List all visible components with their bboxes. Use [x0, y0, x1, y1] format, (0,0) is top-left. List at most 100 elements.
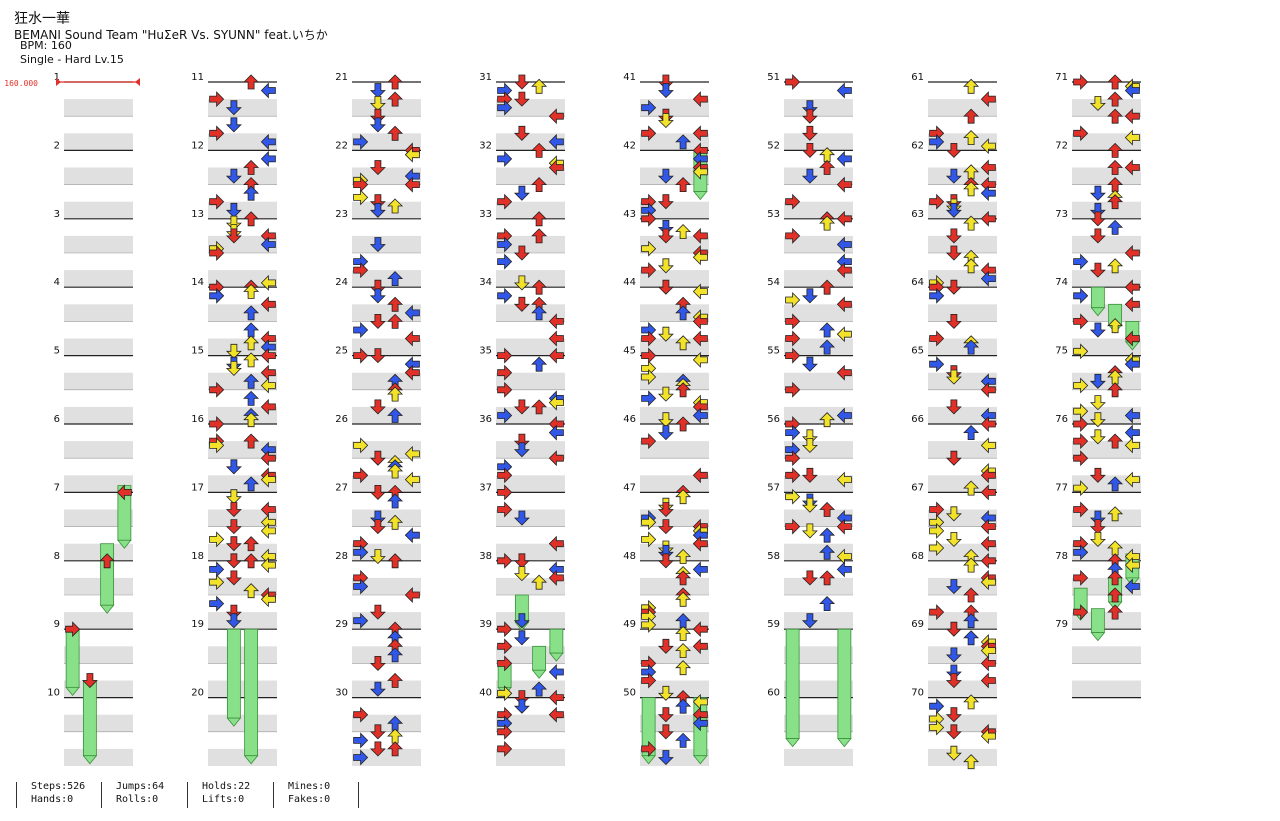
step-arrow: [963, 258, 980, 274]
step-arrow: [785, 347, 801, 364]
step-arrow: [387, 91, 404, 107]
step-arrow: [369, 519, 386, 535]
step-arrow: [963, 215, 980, 231]
step-arrow: [945, 369, 962, 385]
step-arrow: [513, 566, 530, 582]
step-arrow: [1073, 74, 1089, 90]
step-arrow: [243, 335, 260, 351]
measure-number: 17: [191, 482, 204, 493]
step-arrow: [225, 100, 242, 116]
measure-number: 44: [623, 277, 636, 288]
measure-number: 60: [767, 688, 780, 699]
step-arrow: [548, 394, 564, 411]
step-arrow: [657, 113, 674, 129]
step-arrow: [945, 202, 962, 218]
measure-number: 46: [623, 414, 636, 425]
measure-band: [640, 372, 709, 390]
measure-band: [64, 509, 133, 527]
measure-number: 76: [1055, 414, 1068, 425]
step-arrow: [513, 245, 530, 261]
measure-band: [784, 338, 853, 356]
hold-tail: [226, 717, 242, 727]
step-arrow: [1107, 159, 1124, 175]
step-arrow: [1124, 82, 1140, 99]
step-arrow: [513, 690, 530, 706]
step-arrow: [657, 412, 674, 428]
measure-number: 73: [1055, 209, 1068, 220]
measure-band: [640, 612, 709, 630]
bpm-marker-left: [56, 78, 61, 86]
measure-number: 14: [191, 277, 204, 288]
step-arrow: [819, 339, 836, 355]
measure-band: [352, 714, 421, 732]
step-arrow: [243, 373, 260, 389]
measure-number: 30: [335, 688, 348, 699]
measure-band: [496, 235, 565, 253]
step-arrow: [836, 518, 852, 535]
step-arrow: [225, 459, 242, 475]
step-arrow: [785, 450, 801, 467]
measure-band: [784, 167, 853, 185]
step-arrow: [1124, 108, 1140, 125]
measure-band: [640, 270, 709, 288]
step-arrow: [1073, 313, 1089, 330]
step-arrow: [692, 351, 708, 368]
measure-band: [928, 680, 997, 698]
step-arrow: [929, 193, 945, 210]
step-arrow: [404, 445, 420, 462]
bpm-value: 160.000: [4, 79, 38, 88]
step-arrow: [260, 522, 276, 539]
measure-band: [1072, 577, 1141, 595]
step-arrow: [692, 715, 708, 732]
measure-number: 23: [335, 209, 348, 220]
step-arrow: [513, 442, 530, 458]
step-arrow: [945, 664, 962, 680]
step-arrow: [963, 425, 980, 441]
hold-body: [244, 628, 259, 757]
stats-separator: [273, 782, 274, 808]
step-arrow: [1124, 129, 1140, 146]
step-arrow: [353, 133, 369, 150]
bpm-marker-right: [135, 78, 140, 86]
step-arrow: [497, 364, 513, 381]
step-arrow: [836, 407, 852, 424]
step-arrow: [819, 215, 836, 231]
step-arrow: [353, 544, 369, 561]
step-arrow: [1073, 480, 1089, 497]
step-arrow: [945, 506, 962, 522]
step-arrow: [243, 211, 260, 227]
measure-band: [352, 475, 421, 493]
measure-band: [784, 680, 853, 698]
measure-band: [64, 201, 133, 219]
step-arrow: [404, 176, 420, 193]
step-arrow: [641, 99, 657, 116]
step-arrow: [209, 193, 225, 210]
measure-band: [784, 714, 853, 732]
step-arrow: [548, 108, 564, 125]
measure-number: 51: [767, 72, 780, 83]
step-arrow: [369, 450, 386, 466]
step-arrow: [1107, 587, 1124, 603]
step-arrow: [1107, 476, 1124, 492]
step-arrow: [801, 288, 818, 304]
step-arrow: [369, 484, 386, 500]
step-arrow: [531, 228, 548, 244]
step-arrow: [260, 557, 276, 574]
hold-tail: [65, 686, 80, 696]
measure-band: [352, 201, 421, 219]
step-arrow: [387, 313, 404, 329]
step-arrow: [675, 625, 692, 641]
stats-group-jumps: Jumps:64 Rolls:0: [116, 780, 164, 806]
step-arrow: [497, 150, 513, 167]
measure-band: [928, 167, 997, 185]
step-arrow: [1107, 194, 1124, 210]
step-arrow: [1124, 578, 1140, 595]
measure-band: [496, 680, 565, 698]
measure-band: [928, 577, 997, 595]
step-arrow: [513, 510, 530, 526]
step-arrow: [1124, 279, 1140, 296]
measure-band: [496, 304, 565, 322]
step-arrow: [369, 288, 386, 304]
step-arrow: [497, 467, 513, 484]
measure-number: 29: [335, 619, 348, 630]
